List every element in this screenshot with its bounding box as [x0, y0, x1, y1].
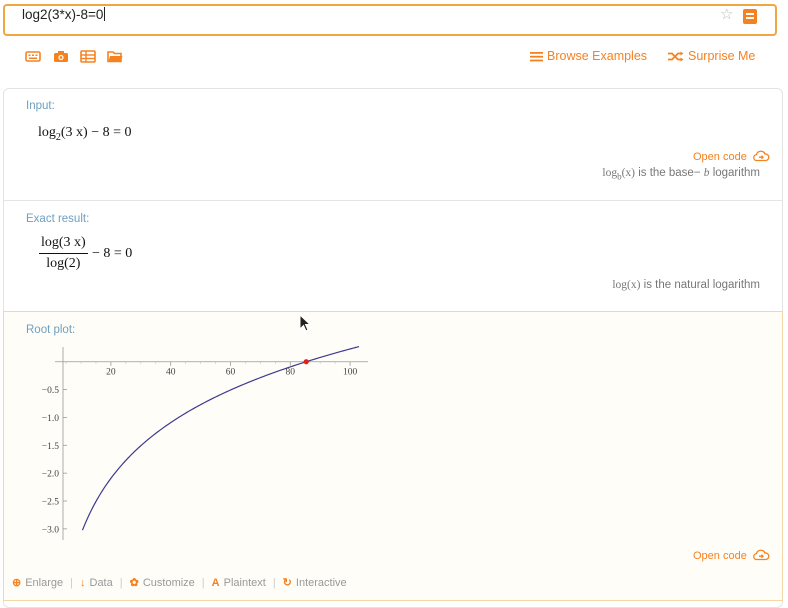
enlarge-button[interactable]: ⊕ Enlarge — [12, 577, 64, 589]
cloud-icon — [752, 150, 770, 162]
root-plot-pod — [3, 311, 783, 601]
cloud-icon — [752, 549, 770, 561]
root-point — [303, 359, 309, 365]
x-tick-label: 60 — [226, 368, 236, 378]
exact-result-pod-title: Exact result: — [26, 213, 90, 225]
interactive-icon: ↻ — [282, 577, 292, 589]
plaintext-button[interactable]: A Plaintext — [211, 577, 266, 589]
folder-icon[interactable] — [107, 49, 123, 63]
open-code-button[interactable]: Open code — [693, 150, 770, 163]
plot-ticks: 20 40 60 80 100 −0.5 −1.0 −1.5 −2.0 −2.5 −3.0 — [42, 361, 358, 535]
interactive-button[interactable]: ↻ Interactive — [282, 577, 347, 589]
pod-actions-bar: ⊕ Enlarge | ↓ Data | ✿ Customize | A Plaintext | ↻ In… — [12, 577, 347, 589]
shuffle-icon — [668, 51, 684, 62]
search-input[interactable]: log2(3*x)-8=0 — [22, 7, 106, 22]
keyboard-icon[interactable] — [25, 49, 41, 63]
log-base-note: logb(x) is the base− b logarithm — [602, 167, 760, 182]
camera-icon[interactable] — [53, 49, 69, 63]
open-code-button[interactable]: Open code — [693, 549, 770, 562]
x-tick-label: 40 — [166, 368, 176, 378]
table-icon[interactable] — [80, 49, 96, 63]
y-tick-label: −0.5 — [42, 386, 59, 396]
text-caret — [104, 7, 106, 21]
x-tick-label: 20 — [106, 368, 116, 378]
fraction-bar — [39, 253, 88, 254]
download-icon: ↓ — [80, 577, 86, 589]
submit-icon[interactable] — [743, 9, 757, 24]
x-tick-label: 80 — [286, 368, 296, 378]
favorite-star-icon[interactable]: ☆ — [720, 6, 734, 23]
y-tick-label: −2.0 — [42, 470, 59, 480]
browse-examples-link[interactable]: Browse Examples — [530, 49, 647, 63]
plot-axes — [55, 347, 368, 540]
y-tick-label: −1.0 — [42, 414, 59, 424]
pod-divider — [4, 200, 782, 201]
exact-rest: − 8 = 0 — [92, 246, 133, 261]
y-tick-label: −1.5 — [42, 442, 59, 452]
search-bar[interactable] — [3, 4, 777, 36]
natural-log-note: log(x) is the natural logarithm — [612, 279, 760, 291]
root-plot-chart[interactable]: 20 40 60 80 100 −0.5 −1.0 −1.5 −2.0 −2.5 −3.0 — [0, 0, 788, 587]
root-plot-pod-title: Root plot: — [26, 324, 76, 336]
y-tick-label: −2.5 — [42, 498, 59, 508]
exact-fraction: log(3 x) log(2) — [39, 235, 88, 272]
fraction-denominator: log(2) — [46, 256, 81, 271]
data-button[interactable]: ↓ Data — [80, 577, 113, 589]
palette-icon: ✿ — [129, 577, 139, 589]
function-curve — [81, 346, 360, 531]
text-a-icon: A — [211, 577, 220, 589]
y-tick-label: −3.0 — [42, 525, 59, 535]
list-icon — [530, 52, 543, 62]
customize-button[interactable]: ✿ Customize — [129, 577, 195, 589]
mouse-cursor-icon — [299, 314, 312, 332]
surprise-me-link[interactable]: Surprise Me — [668, 49, 755, 63]
x-tick-label: 100 — [343, 368, 358, 378]
fraction-numerator: log(3 x) — [41, 235, 86, 250]
input-expression: log2(3 x) − 8 = 0 — [38, 125, 132, 143]
input-pod-title: Input: — [26, 100, 55, 112]
magnifier-icon: ⊕ — [12, 577, 22, 589]
